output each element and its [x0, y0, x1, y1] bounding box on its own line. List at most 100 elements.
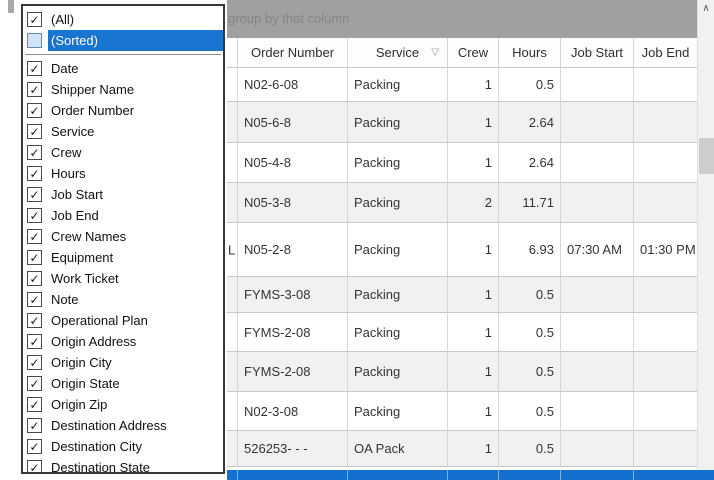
- cell-order_number[interactable]: FYMS-3-08: [237, 277, 347, 312]
- checkbox-all[interactable]: ✓: [27, 12, 42, 27]
- cell-hours[interactable]: 0.5: [498, 392, 560, 430]
- cell-job_start[interactable]: [560, 68, 633, 101]
- cell-crew[interactable]: 1: [447, 277, 498, 312]
- cell-crew[interactable]: 1: [447, 431, 498, 466]
- checkbox-sorted[interactable]: [27, 33, 42, 48]
- cell-service[interactable]: Packing: [347, 352, 447, 391]
- filter-item-equipment[interactable]: ✓ Equipment: [23, 247, 223, 268]
- cell-hours[interactable]: 0.5: [498, 313, 560, 351]
- cell-hours[interactable]: 2.64: [498, 143, 560, 182]
- cell-order_number[interactable]: N05-4-8: [237, 143, 347, 182]
- cell-job_end[interactable]: [633, 392, 697, 430]
- checkbox-origin-zip[interactable]: ✓: [27, 397, 42, 412]
- cell-hours[interactable]: 2.64: [498, 102, 560, 142]
- cell-order_number[interactable]: N05-6-8: [237, 102, 347, 142]
- filter-item-origin-state[interactable]: ✓ Origin State: [23, 373, 223, 394]
- checkbox-hours[interactable]: ✓: [27, 166, 42, 181]
- cell-service[interactable]: Packing: [347, 392, 447, 430]
- checkbox-date[interactable]: ✓: [27, 61, 42, 76]
- cell-crew[interactable]: 1: [447, 223, 498, 276]
- cell-job_end[interactable]: [633, 68, 697, 101]
- column-header-job-start[interactable]: Job Start: [560, 38, 633, 67]
- filter-item-sorted[interactable]: (Sorted): [23, 30, 223, 51]
- checkbox-destination-state[interactable]: ✓: [27, 460, 42, 472]
- checkbox-job-end[interactable]: ✓: [27, 208, 42, 223]
- cell-job_start[interactable]: [560, 102, 633, 142]
- cell-crew[interactable]: 1: [447, 143, 498, 182]
- cell-job_end[interactable]: [633, 431, 697, 466]
- filter-item-origin-address[interactable]: ✓ Origin Address: [23, 331, 223, 352]
- checkbox-origin-city[interactable]: ✓: [27, 355, 42, 370]
- cell-crew[interactable]: 1: [447, 392, 498, 430]
- filter-item-destination-state[interactable]: ✓ Destination State: [23, 457, 223, 472]
- checkbox-destination-city[interactable]: ✓: [27, 439, 42, 454]
- cell-crew[interactable]: 1: [447, 352, 498, 391]
- column-header-order-number[interactable]: Order Number: [237, 38, 347, 67]
- filter-item-operational-plan[interactable]: ✓ Operational Plan: [23, 310, 223, 331]
- filter-item-shipper-name[interactable]: ✓ Shipper Name: [23, 79, 223, 100]
- cell-crew[interactable]: 2: [447, 183, 498, 222]
- cell-hours[interactable]: 6.93: [498, 223, 560, 276]
- cell-service[interactable]: Packing: [347, 223, 447, 276]
- cell-service[interactable]: Packing: [347, 102, 447, 142]
- filter-item-job-start[interactable]: ✓ Job Start: [23, 184, 223, 205]
- filter-item-all[interactable]: ✓ (All): [23, 9, 223, 30]
- checkbox-note[interactable]: ✓: [27, 292, 42, 307]
- scrollbar-thumb[interactable]: [699, 138, 714, 174]
- column-header-hours[interactable]: Hours: [498, 38, 560, 67]
- checkbox-crew-names[interactable]: ✓: [27, 229, 42, 244]
- checkbox-origin-state[interactable]: ✓: [27, 376, 42, 391]
- filter-item-order-number[interactable]: ✓ Order Number: [23, 100, 223, 121]
- cell-hours[interactable]: 0.5: [498, 431, 560, 466]
- filter-item-destination-city[interactable]: ✓ Destination City: [23, 436, 223, 457]
- cell-order_number[interactable]: N02-6-08: [237, 68, 347, 101]
- cell-order_number[interactable]: FYMS-2-08: [237, 313, 347, 351]
- cell-service[interactable]: Packing: [347, 313, 447, 351]
- filter-item-destination-address[interactable]: ✓ Destination Address: [23, 415, 223, 436]
- cell-job_start[interactable]: [560, 183, 633, 222]
- filter-item-service[interactable]: ✓ Service: [23, 121, 223, 142]
- filter-icon[interactable]: ▽: [431, 46, 439, 58]
- filter-item-origin-city[interactable]: ✓ Origin City: [23, 352, 223, 373]
- cell-order_number[interactable]: N05-2-8: [237, 223, 347, 276]
- filter-item-job-end[interactable]: ✓ Job End: [23, 205, 223, 226]
- cell-hours[interactable]: 0.5: [498, 68, 560, 101]
- scrollbar-up-button[interactable]: ∧: [698, 0, 714, 18]
- cell-hours[interactable]: 0.5: [498, 277, 560, 312]
- cell-order_number[interactable]: FYMS-2-08: [237, 352, 347, 391]
- cell-job_start[interactable]: [560, 277, 633, 312]
- cell-job_start[interactable]: [560, 313, 633, 351]
- checkbox-equipment[interactable]: ✓: [27, 250, 42, 265]
- cell-job_end[interactable]: [633, 102, 697, 142]
- cell-job_start[interactable]: [560, 143, 633, 182]
- cell-service[interactable]: OA Pack: [347, 431, 447, 466]
- column-header-service[interactable]: Service ▽: [347, 38, 447, 67]
- checkbox-service[interactable]: ✓: [27, 124, 42, 139]
- filter-item-date[interactable]: ✓ Date: [23, 58, 223, 79]
- cell-job_end[interactable]: [633, 313, 697, 351]
- column-header-job-end[interactable]: Job End: [633, 38, 697, 67]
- cell-crew[interactable]: 1: [447, 68, 498, 101]
- cell-job_start[interactable]: [560, 431, 633, 466]
- selected-row[interactable]: [0, 470, 714, 480]
- cell-job_end[interactable]: [633, 143, 697, 182]
- filter-item-work-ticket[interactable]: ✓ Work Ticket: [23, 268, 223, 289]
- checkbox-shipper-name[interactable]: ✓: [27, 82, 42, 97]
- checkbox-crew[interactable]: ✓: [27, 145, 42, 160]
- cell-order_number[interactable]: N05-3-8: [237, 183, 347, 222]
- checkbox-job-start[interactable]: ✓: [27, 187, 42, 202]
- cell-job_start[interactable]: [560, 392, 633, 430]
- filter-item-origin-zip[interactable]: ✓ Origin Zip: [23, 394, 223, 415]
- checkbox-origin-address[interactable]: ✓: [27, 334, 42, 349]
- cell-service[interactable]: Packing: [347, 277, 447, 312]
- filter-item-note[interactable]: ✓ Note: [23, 289, 223, 310]
- cell-order_number[interactable]: N02-3-08: [237, 392, 347, 430]
- filter-item-crew-names[interactable]: ✓ Crew Names: [23, 226, 223, 247]
- cell-job_start[interactable]: 07:30 AM: [560, 223, 633, 276]
- cell-hours[interactable]: 11.71: [498, 183, 560, 222]
- cell-hours[interactable]: 0.5: [498, 352, 560, 391]
- cell-crew[interactable]: 1: [447, 313, 498, 351]
- vertical-scrollbar[interactable]: ∧: [697, 0, 714, 480]
- checkbox-work-ticket[interactable]: ✓: [27, 271, 42, 286]
- checkbox-destination-address[interactable]: ✓: [27, 418, 42, 433]
